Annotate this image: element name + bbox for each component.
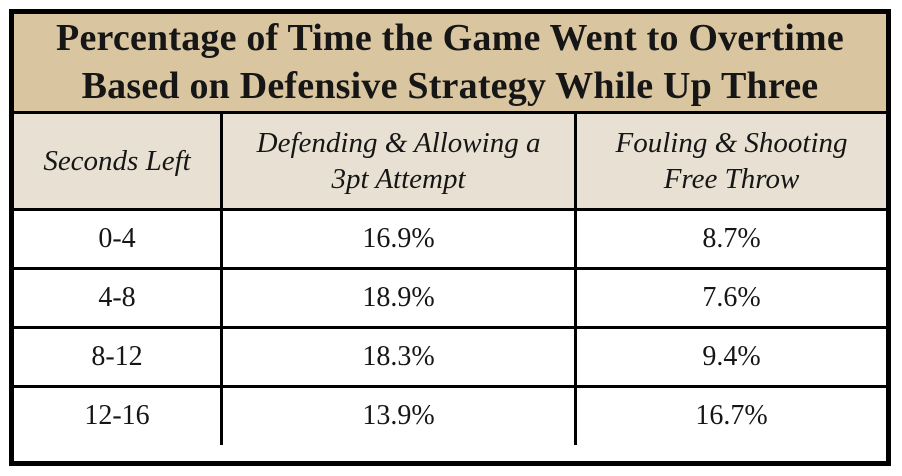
- cell-seconds: 12-16: [14, 384, 224, 445]
- column-header-defending: Defending & Allowing a 3pt Attempt: [220, 114, 578, 211]
- cell-fouling-pct: 8.7%: [574, 207, 886, 270]
- cell-defending-pct: 18.9%: [220, 266, 578, 329]
- overtime-table: Percentage of Time the Game Went to Over…: [9, 9, 891, 466]
- data-table: Seconds Left Defending & Allowing a 3pt …: [14, 114, 886, 445]
- cell-defending-pct: 16.9%: [220, 207, 578, 270]
- table-title-line-1: Percentage of Time the Game Went to Over…: [56, 16, 844, 59]
- cell-fouling-pct: 9.4%: [574, 325, 886, 388]
- column-header-seconds-left: Seconds Left: [14, 114, 224, 211]
- table-row: 4-8 18.9% 7.6%: [14, 266, 886, 329]
- table-title: Percentage of Time the Game Went to Over…: [14, 14, 886, 114]
- cell-fouling-pct: 7.6%: [574, 266, 886, 329]
- table-row: 12-16 13.9% 16.7%: [14, 384, 886, 445]
- table-row: 0-4 16.9% 8.7%: [14, 207, 886, 270]
- cell-seconds: 4-8: [14, 266, 224, 329]
- cell-fouling-pct: 16.7%: [574, 384, 886, 445]
- cell-defending-pct: 18.3%: [220, 325, 578, 388]
- table-title-line-2: Based on Defensive Strategy While Up Thr…: [81, 64, 819, 107]
- cell-seconds: 8-12: [14, 325, 224, 388]
- cell-defending-pct: 13.9%: [220, 384, 578, 445]
- header-row: Seconds Left Defending & Allowing a 3pt …: [14, 114, 886, 211]
- column-header-fouling: Fouling & Shooting Free Throw: [574, 114, 886, 211]
- table-row: 8-12 18.3% 9.4%: [14, 325, 886, 388]
- cell-seconds: 0-4: [14, 207, 224, 270]
